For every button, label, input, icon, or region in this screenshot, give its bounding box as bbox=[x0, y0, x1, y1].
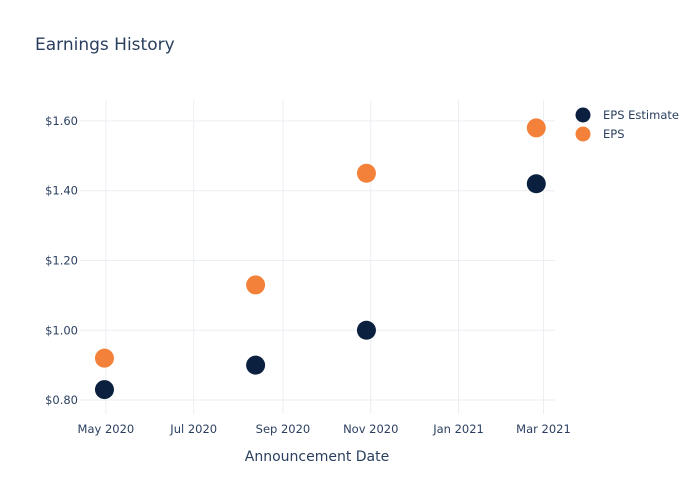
x-tick-label: May 2020 bbox=[78, 422, 135, 436]
data-point[interactable] bbox=[246, 355, 266, 375]
series-0 bbox=[94, 174, 546, 400]
y-axis-ticks: $0.80 $1.00 $1.20 $1.40 $1.60 bbox=[45, 114, 78, 407]
x-tick-label: Mar 2021 bbox=[516, 422, 571, 436]
data-point[interactable] bbox=[526, 174, 546, 194]
y-tick-label: $1.60 bbox=[45, 114, 78, 128]
y-tick-label: $0.80 bbox=[45, 393, 78, 407]
data-point[interactable] bbox=[356, 163, 376, 183]
data-point[interactable] bbox=[246, 275, 266, 295]
y-tick-label: $1.40 bbox=[45, 184, 78, 198]
y-tick-label: $1.00 bbox=[45, 323, 78, 337]
legend[interactable]: EPS Estimate EPS bbox=[575, 107, 679, 142]
data-point[interactable] bbox=[356, 320, 376, 340]
series-1 bbox=[94, 118, 546, 368]
data-point[interactable] bbox=[94, 348, 114, 368]
x-tick-label: Sep 2020 bbox=[256, 422, 311, 436]
legend-item[interactable]: EPS Estimate bbox=[575, 107, 679, 123]
legend-marker bbox=[575, 107, 591, 123]
x-tick-label: Jul 2020 bbox=[169, 422, 217, 436]
x-axis-title: Announcement Date bbox=[245, 449, 389, 465]
legend-item[interactable]: EPS bbox=[575, 126, 625, 142]
grid bbox=[80, 100, 555, 414]
legend-marker bbox=[575, 126, 591, 142]
x-axis-ticks: May 2020 Jul 2020 Sep 2020 Nov 2020 Jan 2021… bbox=[78, 422, 571, 436]
legend-label: EPS Estimate bbox=[603, 108, 679, 122]
x-tick-label: Jan 2021 bbox=[432, 422, 484, 436]
y-tick-label: $1.20 bbox=[45, 253, 78, 267]
data-points bbox=[94, 118, 546, 400]
chart-title: Earnings History bbox=[35, 35, 175, 55]
data-point[interactable] bbox=[94, 380, 114, 400]
legend-label: EPS bbox=[603, 127, 625, 141]
x-tick-label: Nov 2020 bbox=[343, 422, 398, 436]
data-point[interactable] bbox=[526, 118, 546, 138]
